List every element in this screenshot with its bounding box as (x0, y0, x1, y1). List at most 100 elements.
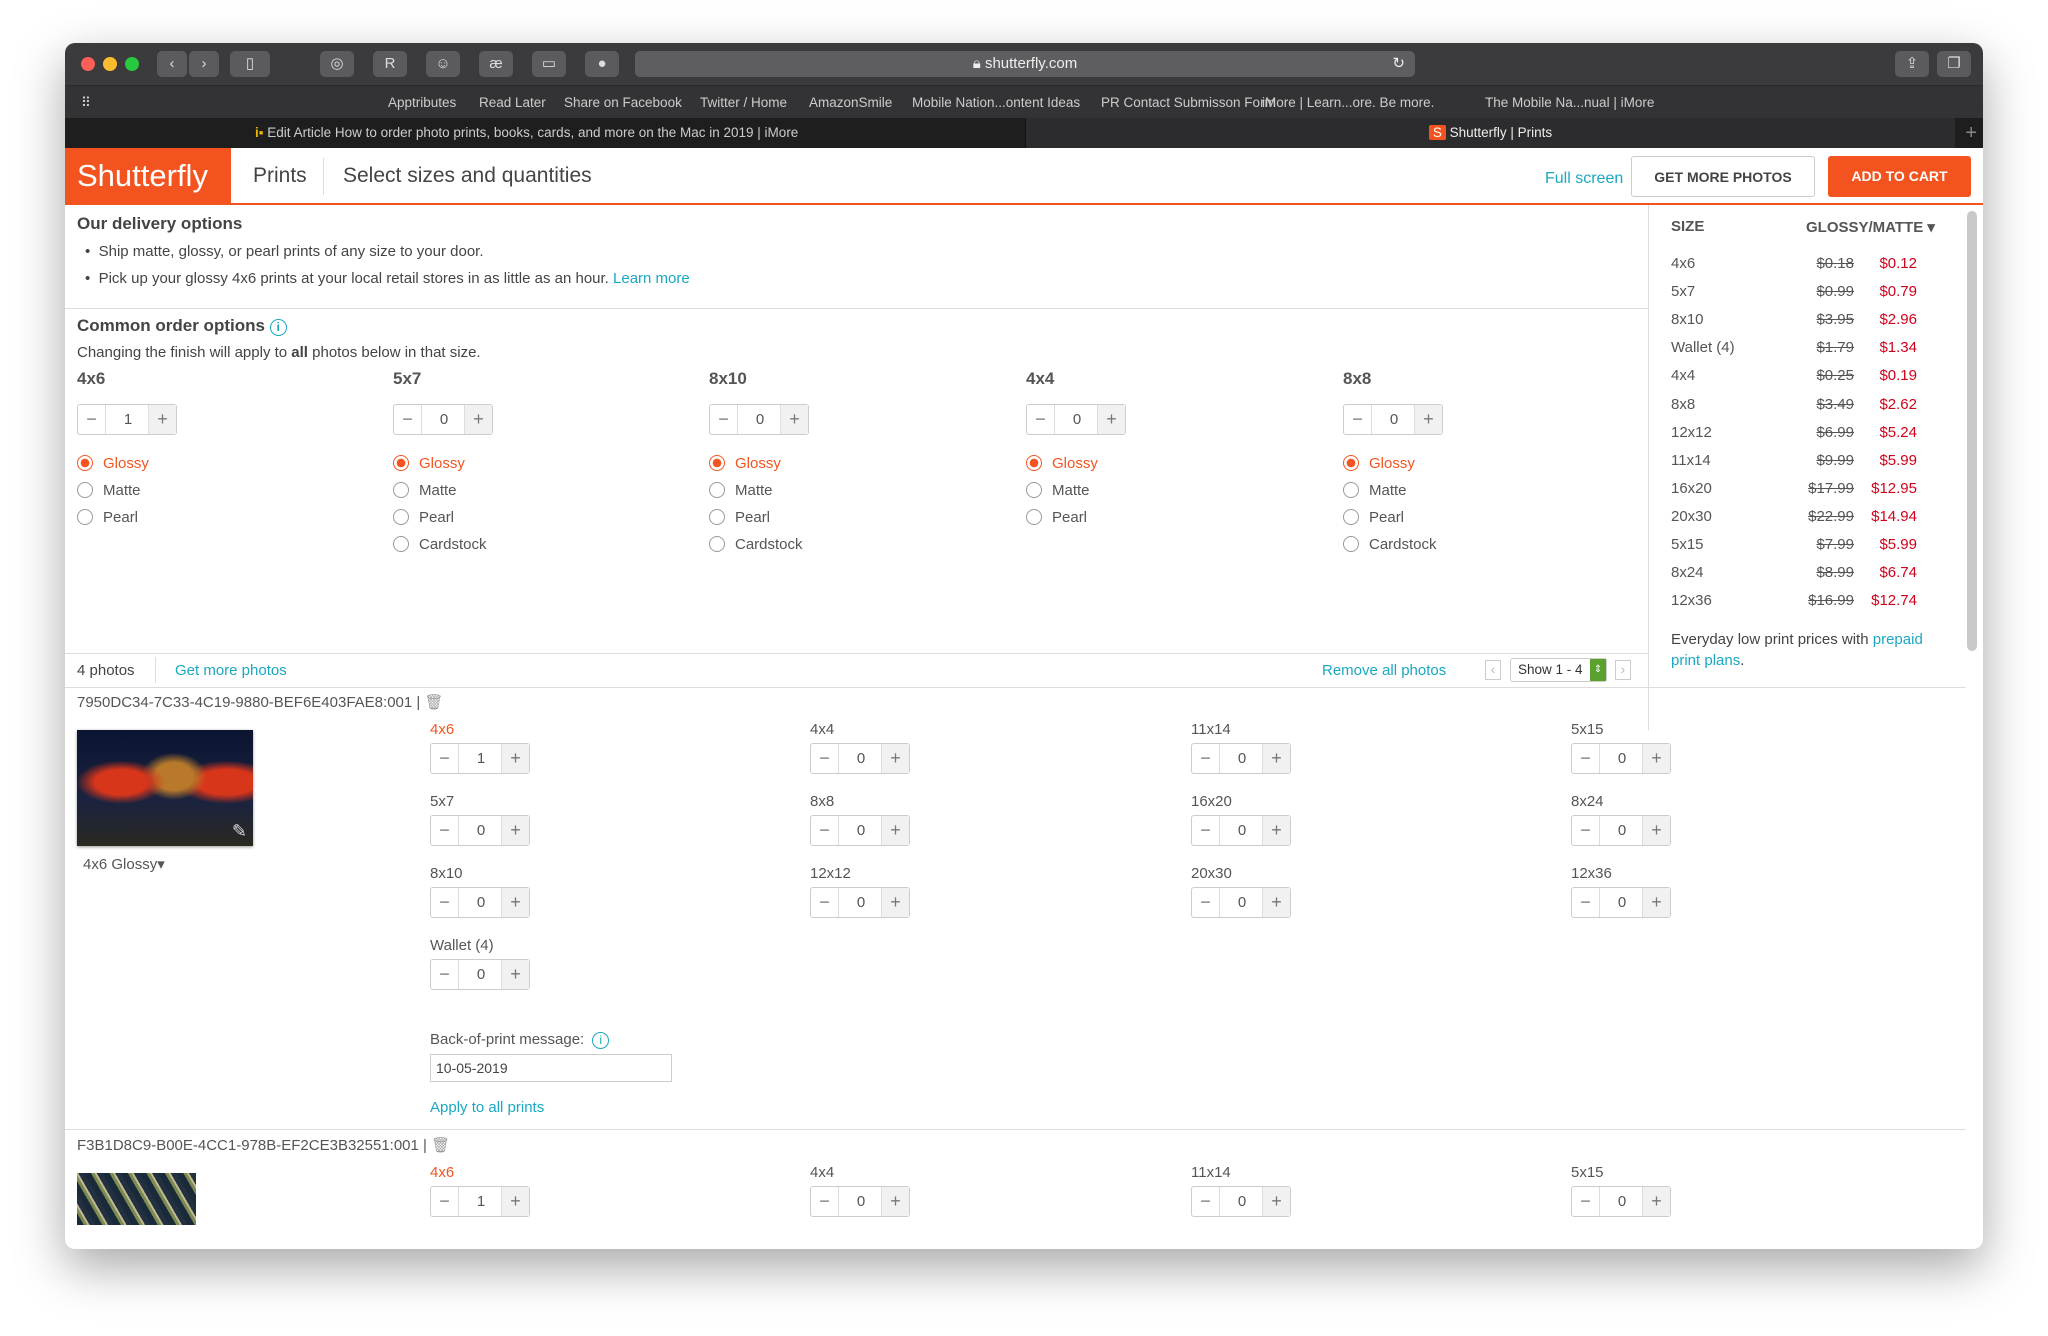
plus-icon[interactable]: + (780, 405, 808, 434)
plus-icon[interactable]: + (148, 405, 176, 434)
quantity-value[interactable]: 0 (755, 411, 765, 428)
onepassword-extension-icon[interactable]: ◎ (320, 51, 354, 77)
finish-radio-matte[interactable]: Matte (393, 482, 457, 502)
bookmark-item[interactable]: Read Later (479, 95, 546, 110)
zoom-window-button[interactable] (125, 57, 139, 71)
plus-icon[interactable]: + (501, 888, 529, 917)
quantity-stepper[interactable]: −0 + (430, 959, 530, 990)
plus-icon[interactable]: + (464, 405, 492, 434)
minus-icon[interactable]: − (431, 816, 459, 845)
plus-icon[interactable]: + (881, 1187, 909, 1216)
minus-icon[interactable]: − (1572, 744, 1600, 773)
minus-icon[interactable]: − (1192, 816, 1220, 845)
minus-icon[interactable]: − (1572, 816, 1600, 845)
minus-icon[interactable]: − (1192, 1187, 1220, 1216)
minus-icon[interactable]: − (1572, 888, 1600, 917)
minus-icon[interactable]: − (811, 1187, 839, 1216)
plus-icon[interactable]: + (1642, 744, 1670, 773)
minus-icon[interactable]: − (811, 816, 839, 845)
bookmark-item[interactable]: The Mobile Na...nual | iMore (1485, 95, 1655, 110)
quantity-value[interactable]: 1 (123, 411, 133, 428)
quantity-value[interactable]: 1 (476, 1193, 486, 1210)
photo-thumbnail[interactable]: ✎ (77, 730, 253, 846)
quantity-stepper[interactable]: −0 + (393, 404, 493, 435)
quantity-stepper[interactable]: −0 + (1191, 1186, 1291, 1217)
plus-icon[interactable]: + (501, 816, 529, 845)
quantity-stepper[interactable]: −0 + (810, 1186, 910, 1217)
finish-radio-matte[interactable]: Matte (77, 482, 141, 502)
finish-radio-pearl[interactable]: Pearl (393, 509, 454, 529)
quantity-value[interactable]: 0 (1617, 750, 1627, 767)
minus-icon[interactable]: − (78, 405, 106, 434)
finish-radio-pearl[interactable]: Pearl (1026, 509, 1087, 529)
plus-icon[interactable]: + (881, 888, 909, 917)
quantity-stepper[interactable]: −0 + (430, 815, 530, 846)
scrollbar[interactable] (1967, 211, 1977, 651)
bookmark-item[interactable]: iMore | Learn...ore. Be more. (1262, 95, 1435, 110)
finish-radio-cardstock[interactable]: Cardstock (1343, 536, 1437, 556)
prev-page-button[interactable]: ‹ (1485, 660, 1501, 680)
quantity-value[interactable]: 0 (1617, 1193, 1627, 1210)
finish-radio-pearl[interactable]: Pearl (77, 509, 138, 529)
tabs-overview-icon[interactable]: ❐ (1937, 51, 1971, 77)
plus-icon[interactable]: + (1262, 816, 1290, 845)
reload-icon[interactable]: ↻ (1392, 55, 1405, 72)
minus-icon[interactable]: − (431, 744, 459, 773)
plus-icon[interactable]: + (1097, 405, 1125, 434)
quantity-stepper[interactable]: −0 + (810, 887, 910, 918)
minus-icon[interactable]: − (811, 744, 839, 773)
quantity-stepper[interactable]: −0 + (1571, 1186, 1671, 1217)
info-icon[interactable]: i (592, 1032, 610, 1049)
quantity-stepper[interactable]: −0 + (1571, 815, 1671, 846)
quantity-stepper[interactable]: −0 + (1026, 404, 1126, 435)
sidebar-icon[interactable]: ▯ (230, 51, 270, 77)
quantity-stepper[interactable]: −0 + (810, 743, 910, 774)
minus-icon[interactable]: − (431, 960, 459, 989)
quantity-stepper[interactable]: −0 + (709, 404, 809, 435)
quantity-stepper[interactable]: −1 + (77, 404, 177, 435)
tab-imore[interactable]: i▪ Edit Article How to order photo print… (255, 125, 799, 140)
plus-icon[interactable]: + (881, 744, 909, 773)
finish-radio-matte[interactable]: Matte (1343, 482, 1407, 502)
screen-extension-icon[interactable]: ▭ (532, 51, 566, 77)
finish-radio-glossy[interactable]: Glossy (1026, 455, 1098, 475)
grid-icon[interactable]: ⠿ (81, 95, 91, 110)
finish-radio-glossy[interactable]: Glossy (1343, 455, 1415, 475)
quantity-value[interactable]: 0 (1237, 822, 1247, 839)
plus-icon[interactable]: + (501, 960, 529, 989)
finish-radio-cardstock[interactable]: Cardstock (709, 536, 803, 556)
quantity-value[interactable]: 0 (856, 1193, 866, 1210)
plus-icon[interactable]: + (1262, 1187, 1290, 1216)
quantity-stepper[interactable]: −0 + (810, 815, 910, 846)
finish-radio-cardstock[interactable]: Cardstock (393, 536, 487, 556)
minus-icon[interactable]: − (1344, 405, 1372, 434)
back-of-print-input[interactable] (430, 1054, 672, 1082)
quantity-value[interactable]: 0 (439, 411, 449, 428)
lightbulb-extension-icon[interactable]: ● (585, 51, 619, 77)
share-icon[interactable]: ⇪ (1895, 51, 1929, 77)
tab-shutterfly[interactable]: S Shutterfly | Prints (1025, 118, 1955, 148)
minus-icon[interactable]: − (431, 888, 459, 917)
quantity-value[interactable]: 0 (1237, 894, 1247, 911)
quantity-value[interactable]: 0 (476, 966, 486, 983)
finish-dropdown[interactable]: 4x6 Glossy▾ (83, 856, 165, 873)
bookmark-item[interactable]: PR Contact Submisson Form (1101, 95, 1276, 110)
reader-extension-icon[interactable]: R (373, 51, 407, 77)
apply-to-all-link[interactable]: Apply to all prints (430, 1099, 545, 1116)
bookmark-item[interactable]: Share on Facebook (564, 95, 682, 110)
minus-icon[interactable]: − (1192, 888, 1220, 917)
info-icon[interactable]: i (269, 319, 287, 336)
minus-icon[interactable]: − (431, 1187, 459, 1216)
quantity-stepper[interactable]: −0 + (1343, 404, 1443, 435)
finish-radio-glossy[interactable]: Glossy (393, 455, 465, 475)
trash-icon[interactable]: 🗑︎ (424, 694, 444, 711)
close-window-button[interactable] (81, 57, 95, 71)
quantity-stepper[interactable]: −0 + (1191, 887, 1291, 918)
finish-radio-matte[interactable]: Matte (709, 482, 773, 502)
plus-icon[interactable]: + (1262, 888, 1290, 917)
ghostery-extension-icon[interactable]: ☺ (426, 51, 460, 77)
photo-thumbnail[interactable] (77, 1173, 196, 1225)
plus-icon[interactable]: + (1642, 816, 1670, 845)
plus-icon[interactable]: + (1414, 405, 1442, 434)
quantity-value[interactable]: 0 (856, 822, 866, 839)
